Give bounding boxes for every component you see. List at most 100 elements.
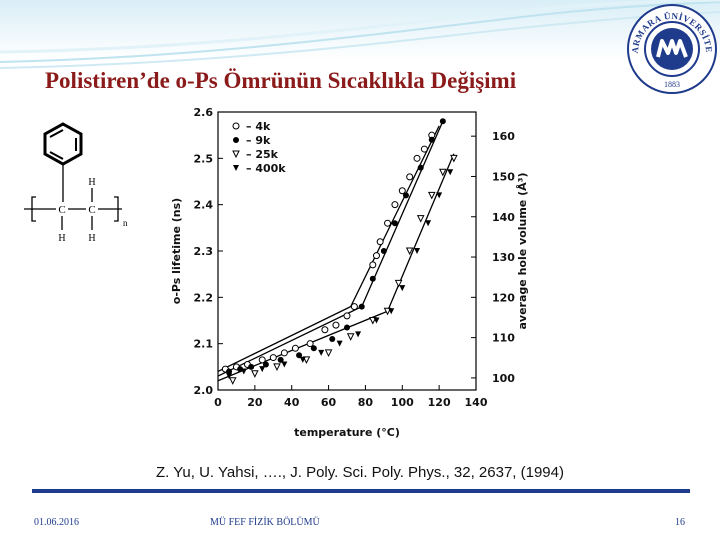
x-tick-label: 60 [321, 396, 337, 409]
data-point [228, 377, 237, 385]
legend-entry: – 9k [246, 134, 271, 147]
legend-entry: – 400k [246, 162, 286, 175]
atom-h-right: H [88, 233, 95, 244]
data-point [329, 336, 336, 343]
fit-line [217, 125, 440, 373]
legend-marker [233, 137, 239, 143]
ops-lifetime-chart: 0 20 40 60 80 100 120 140 2.0 2.1 2.2 2.3 2.4 2.5 2.6 1… [158, 102, 566, 452]
data-point [321, 326, 329, 334]
x-tick-label: 80 [358, 396, 374, 409]
header-decoration [0, 0, 720, 69]
data-point [296, 352, 303, 359]
y-tick-label: 2.0 [194, 384, 214, 397]
data-point [427, 191, 436, 200]
y-axis-label: o-Ps lifetime (ns) [170, 198, 183, 304]
data-point [310, 345, 317, 352]
data-point [420, 145, 428, 153]
data-point [394, 279, 403, 288]
y2-tick-label: 100 [492, 372, 515, 385]
data-point [380, 248, 387, 254]
data-point [343, 312, 351, 320]
data-point [416, 215, 425, 223]
data-point [414, 248, 421, 254]
data-point [259, 366, 266, 373]
data-point [306, 340, 314, 348]
university-seal-icon: MARMARA ÜNİVERSİTESİ 1883 [626, 3, 717, 94]
y2-tick-label: 150 [492, 170, 515, 183]
slide-title: Polistiren’de o-Ps Ömrünün Sıcaklıkla De… [45, 68, 517, 93]
x-tick-label: 40 [284, 396, 300, 409]
data-point [262, 361, 269, 368]
data-point [369, 275, 376, 282]
x-tick-label: 100 [391, 396, 414, 409]
data-point [332, 321, 340, 329]
data-point [240, 368, 247, 375]
y-tick-label: 2.4 [194, 199, 214, 212]
data-point [336, 340, 343, 347]
y2-tick-label: 120 [492, 291, 515, 304]
data-point [281, 361, 288, 368]
data-point [226, 373, 233, 380]
data-point [398, 187, 406, 195]
y2-axis-label: average hole volume (Å³) [516, 173, 529, 330]
y2-tick-label: 130 [492, 251, 515, 264]
data-point [447, 169, 454, 176]
data-point [355, 331, 362, 338]
x-tick-label: 0 [214, 396, 222, 409]
data-point [417, 164, 424, 171]
data-point [344, 324, 350, 331]
atom-h-top: H [88, 177, 95, 188]
subscript-n: n [123, 218, 128, 228]
data-point [251, 370, 259, 378]
seal-year: 1883 [664, 80, 680, 89]
data-point [358, 303, 365, 310]
legend-marker [232, 122, 240, 130]
data-point [391, 220, 398, 227]
data-point [450, 154, 458, 163]
data-point [350, 303, 358, 311]
data-point [439, 118, 446, 125]
y-tick-label: 2.3 [194, 245, 214, 258]
y2-tick-label: 110 [492, 332, 515, 345]
atom-h-left: H [58, 233, 65, 244]
x-tick-label: 140 [465, 396, 488, 409]
data-point [388, 308, 395, 315]
data-point [413, 154, 421, 162]
x-tick-label: 120 [428, 396, 451, 409]
data-point [373, 317, 380, 324]
data-point [399, 285, 406, 292]
data-point [372, 252, 380, 260]
atom-c2: C [88, 204, 95, 216]
data-point [324, 349, 333, 358]
data-point [406, 173, 414, 181]
data-point [299, 356, 306, 363]
data-point [318, 349, 325, 356]
data-point [258, 356, 266, 364]
legend-entry: – 25k [246, 148, 279, 161]
data-point [391, 201, 399, 209]
data-point [269, 354, 277, 362]
data-point [428, 136, 435, 143]
footer-date: 01.06.2016 [34, 517, 79, 528]
footer-rule [32, 489, 690, 493]
legend-marker [232, 150, 240, 159]
data-point [425, 220, 432, 227]
data-point [226, 368, 233, 375]
data-point [405, 247, 414, 256]
polystyrene-structure-diagram: C C H H H n [24, 122, 128, 244]
data-point [369, 261, 377, 269]
x-axis-label: temperature (°C) [294, 426, 400, 439]
y-tick-label: 2.2 [194, 291, 214, 304]
atom-c1: C [58, 204, 65, 216]
data-point [273, 363, 281, 371]
data-point [237, 366, 244, 373]
data-point [277, 356, 284, 363]
data-point [346, 333, 355, 341]
data-point [376, 238, 384, 246]
data-point [384, 219, 392, 227]
data-point [436, 192, 443, 199]
legend-marker [233, 165, 239, 171]
citation: Z. Yu, U. Yahsi, …., J. Poly. Sci. Poly.… [156, 464, 564, 481]
page-number: 16 [675, 517, 685, 528]
data-point [439, 168, 447, 177]
